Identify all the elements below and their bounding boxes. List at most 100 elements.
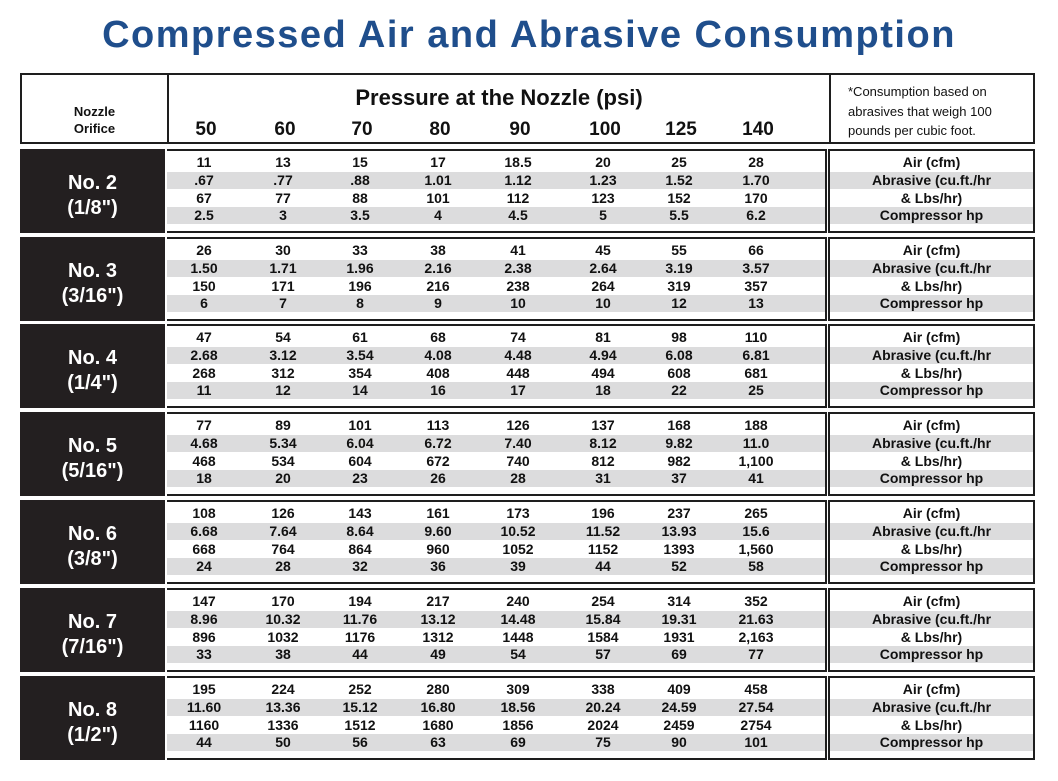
row-label: Abrasive (cu.ft./hr <box>871 172 992 188</box>
table-cell: 10.52 <box>500 523 536 539</box>
table-cell: 1336 <box>267 717 299 733</box>
nozzle-label-cell: No. 3 (3/16") <box>20 237 165 321</box>
table-cell: 8.12 <box>589 435 617 451</box>
table-cell: 1160 <box>188 717 220 733</box>
table-cell: 4.08 <box>424 347 452 363</box>
table-cell: 6.08 <box>665 347 693 363</box>
row-label: Air (cfm) <box>902 593 961 609</box>
nozzle-label-cell: No. 2 (1/8") <box>20 149 165 233</box>
nozzle-block: No. 2 (1/8") 11 13 15 17 18.5 20 25 28 .67 .77 .88 1.… <box>20 149 1035 233</box>
table-cell: 1.70 <box>742 172 770 188</box>
nozzle-data: 77 89 101 113 126 137 168 188 4.68 5.34 6.04 6.72 7.… <box>167 412 827 496</box>
table-cell: 15.84 <box>585 611 621 627</box>
table-cell: 24 <box>196 558 212 574</box>
table-cell: 458 <box>744 681 768 697</box>
table-cell: 123 <box>591 190 615 206</box>
table-cell: 6.04 <box>346 435 374 451</box>
table-cell: 240 <box>506 593 530 609</box>
row-labels: Air (cfm) Abrasive (cu.ft./hr & Lbs/hr) Com… <box>828 149 1035 233</box>
table-cell: 63 <box>430 734 446 750</box>
nozzle-number: No. 3 <box>68 260 117 282</box>
table-cell: 45 <box>595 242 611 258</box>
row-labels: Air (cfm) Abrasive (cu.ft./hr & Lbs/hr) Com… <box>828 237 1035 321</box>
table-cell: 161 <box>426 505 450 521</box>
table-cell: 2.64 <box>589 260 617 276</box>
pressure-col-0: 50 <box>195 119 217 140</box>
table-cell: 352 <box>744 593 768 609</box>
table-cell: 217 <box>426 593 450 609</box>
table-cell: 57 <box>595 646 611 662</box>
row-label: & Lbs/hr) <box>900 278 963 294</box>
table-cell: 98 <box>671 329 687 345</box>
table-cell: 69 <box>671 646 687 662</box>
row-label: Compressor hp <box>879 558 984 574</box>
row-label: Abrasive (cu.ft./hr <box>871 435 992 451</box>
table-cell: 16 <box>430 382 446 398</box>
table-cell: 18 <box>196 470 212 486</box>
table-cell: 237 <box>667 505 691 521</box>
nozzle-block: No. 6 (3/8") 108 126 143 161 173 196 237 265 6.68 7… <box>20 500 1035 584</box>
table-row: 77 89 101 113 126 137 168 188 <box>167 417 825 434</box>
table-cell: 1176 <box>344 629 376 645</box>
row-label: Air (cfm) <box>902 154 961 170</box>
pressure-col-3: 80 <box>429 119 451 140</box>
consumption-note: *Consumption based on abrasives that wei… <box>848 82 1028 141</box>
table-cell: 74 <box>510 329 526 345</box>
table-cell: 41 <box>510 242 526 258</box>
table-cell: 681 <box>744 365 768 381</box>
table-cell: 3.12 <box>269 347 297 363</box>
table-cell: 66 <box>748 242 764 258</box>
pressure-col-2: 70 <box>351 119 373 140</box>
table-row: 33 38 44 49 54 57 69 77 <box>167 646 825 663</box>
table-cell: 173 <box>506 505 530 521</box>
nozzle-size: (1/2") <box>67 724 118 746</box>
table-cell: 101 <box>348 417 372 433</box>
table-cell: 90 <box>671 734 687 750</box>
table-cell: 1032 <box>267 629 299 645</box>
table-cell: 17 <box>430 154 446 170</box>
nozzle-label-cell: No. 8 (1/2") <box>20 676 165 760</box>
table-row: 11.60 13.36 15.12 16.80 18.56 20.24 24.59 27.54 <box>167 699 825 716</box>
table-cell: 170 <box>744 190 768 206</box>
table-cell: 672 <box>426 453 450 469</box>
table-cell: 896 <box>192 629 216 645</box>
table-cell: 15.12 <box>342 699 378 715</box>
table-cell: 1.52 <box>665 172 693 188</box>
table-row: 1160 1336 1512 1680 1856 2024 2459 2754 <box>167 717 825 734</box>
row-label: Abrasive (cu.ft./hr <box>871 347 992 363</box>
table-cell: 22 <box>671 382 687 398</box>
table-cell: 10 <box>595 295 611 311</box>
table-row: 150 171 196 216 238 264 319 357 <box>167 278 825 295</box>
table-cell: 3.57 <box>742 260 770 276</box>
row-labels: Air (cfm) Abrasive (cu.ft./hr & Lbs/hr) Com… <box>828 588 1035 672</box>
table-row: 44 50 56 63 69 75 90 101 <box>167 734 825 751</box>
table-cell: 5.34 <box>269 435 297 451</box>
nozzle-heading-line1: Nozzle <box>73 104 116 119</box>
row-label: & Lbs/hr) <box>900 541 963 557</box>
table-row: 8.96 10.32 11.76 13.12 14.48 15.84 19.31 21.63 <box>167 611 825 628</box>
table-cell: 11.60 <box>186 699 222 715</box>
table-cell: 4 <box>434 207 442 223</box>
table-cell: 468 <box>192 453 216 469</box>
table-cell: 448 <box>506 365 530 381</box>
table-cell: 3.54 <box>346 347 374 363</box>
table-row: 1.50 1.71 1.96 2.16 2.38 2.64 3.19 3.57 <box>167 260 825 277</box>
table-cell: 33 <box>352 242 368 258</box>
table-cell: 24.59 <box>661 699 697 715</box>
nozzle-label-cell: No. 5 (5/16") <box>20 412 165 496</box>
row-label: Abrasive (cu.ft./hr <box>871 611 992 627</box>
table-cell: 864 <box>348 541 372 557</box>
table-row: 2.5 3 3.5 4 4.5 5 5.5 6.2 <box>167 207 825 224</box>
table-cell: 13.36 <box>265 699 301 715</box>
nozzle-block: No. 7 (7/16") 147 170 194 217 240 254 314 352 8.96… <box>20 588 1035 672</box>
row-labels: Air (cfm) Abrasive (cu.ft./hr & Lbs/hr) Com… <box>828 412 1035 496</box>
table-row: 18 20 23 26 28 31 37 41 <box>167 470 825 487</box>
row-label: Compressor hp <box>879 382 984 398</box>
table-cell: 1152 <box>587 541 619 557</box>
table-cell: 9 <box>434 295 442 311</box>
table-cell: 314 <box>667 593 691 609</box>
table-cell: 30 <box>275 242 291 258</box>
table-cell: 28 <box>748 154 764 170</box>
table-cell: 28 <box>275 558 291 574</box>
table-cell: 13 <box>748 295 764 311</box>
